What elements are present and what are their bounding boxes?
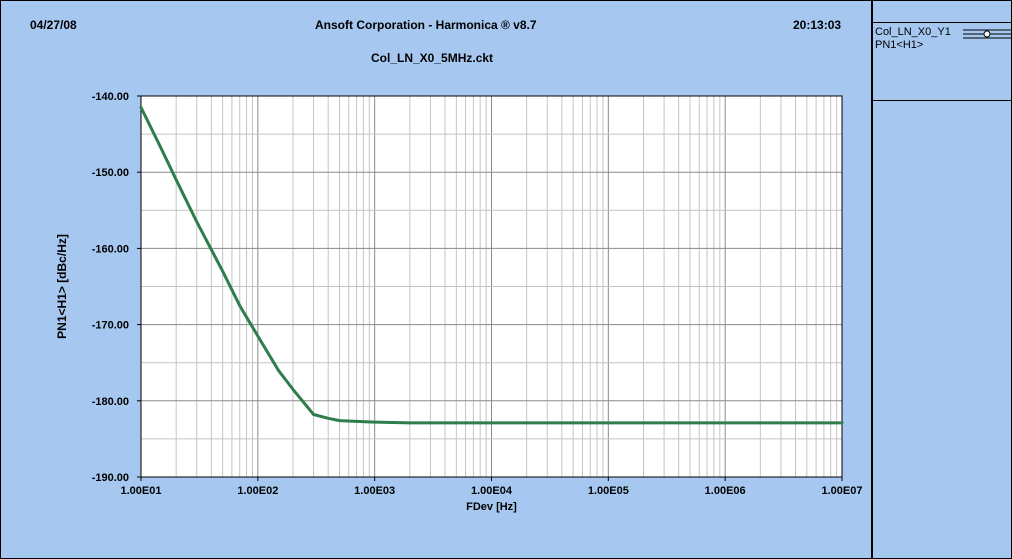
- x-tick-label: 1.00E06: [705, 485, 746, 497]
- legend-measurement: PN1<H1>: [875, 39, 924, 51]
- y-tick-label: -150.00: [92, 167, 129, 179]
- phase-noise-chart: -140.00 -150.00 -160.00 -170.00 -180.00 -190.…: [55, 91, 863, 513]
- legend-trace-name: Col_LN_X0_Y1: [875, 26, 951, 38]
- y-tick-label: -180.00: [92, 396, 129, 408]
- app-title: Ansoft Corporation - Harmonica ® v8.7: [315, 18, 537, 32]
- y-tick-label: -190.00: [92, 472, 129, 484]
- x-tick-label: 1.00E07: [822, 485, 863, 497]
- y-tick-label: -140.00: [92, 91, 129, 103]
- time-label: 20:13:03: [793, 18, 842, 32]
- circuit-file-name: Col_LN_X0_5MHz.ckt: [371, 51, 494, 65]
- x-tick-label: 1.00E01: [121, 485, 162, 497]
- y-tick-label: -170.00: [92, 320, 129, 332]
- y-axis-label: PN1<H1> [dBc/Hz]: [55, 234, 69, 339]
- x-axis-label: FDev [Hz]: [466, 501, 517, 513]
- x-tick-label: 1.00E03: [354, 485, 395, 497]
- legend-panel[interactable]: Col_LN_X0_Y1 PN1<H1>: [873, 22, 1012, 101]
- date-label: 04/27/08: [30, 18, 77, 32]
- x-tick-label: 1.00E02: [237, 485, 278, 497]
- phase-noise-trace: [139, 105, 844, 425]
- legend-panel-divider: [871, 0, 873, 559]
- y-tick-label: -160.00: [92, 243, 129, 255]
- legend-line-sample: [963, 29, 1011, 39]
- x-tick-label: 1.00E05: [588, 485, 629, 497]
- x-tick-label: 1.00E04: [471, 485, 513, 497]
